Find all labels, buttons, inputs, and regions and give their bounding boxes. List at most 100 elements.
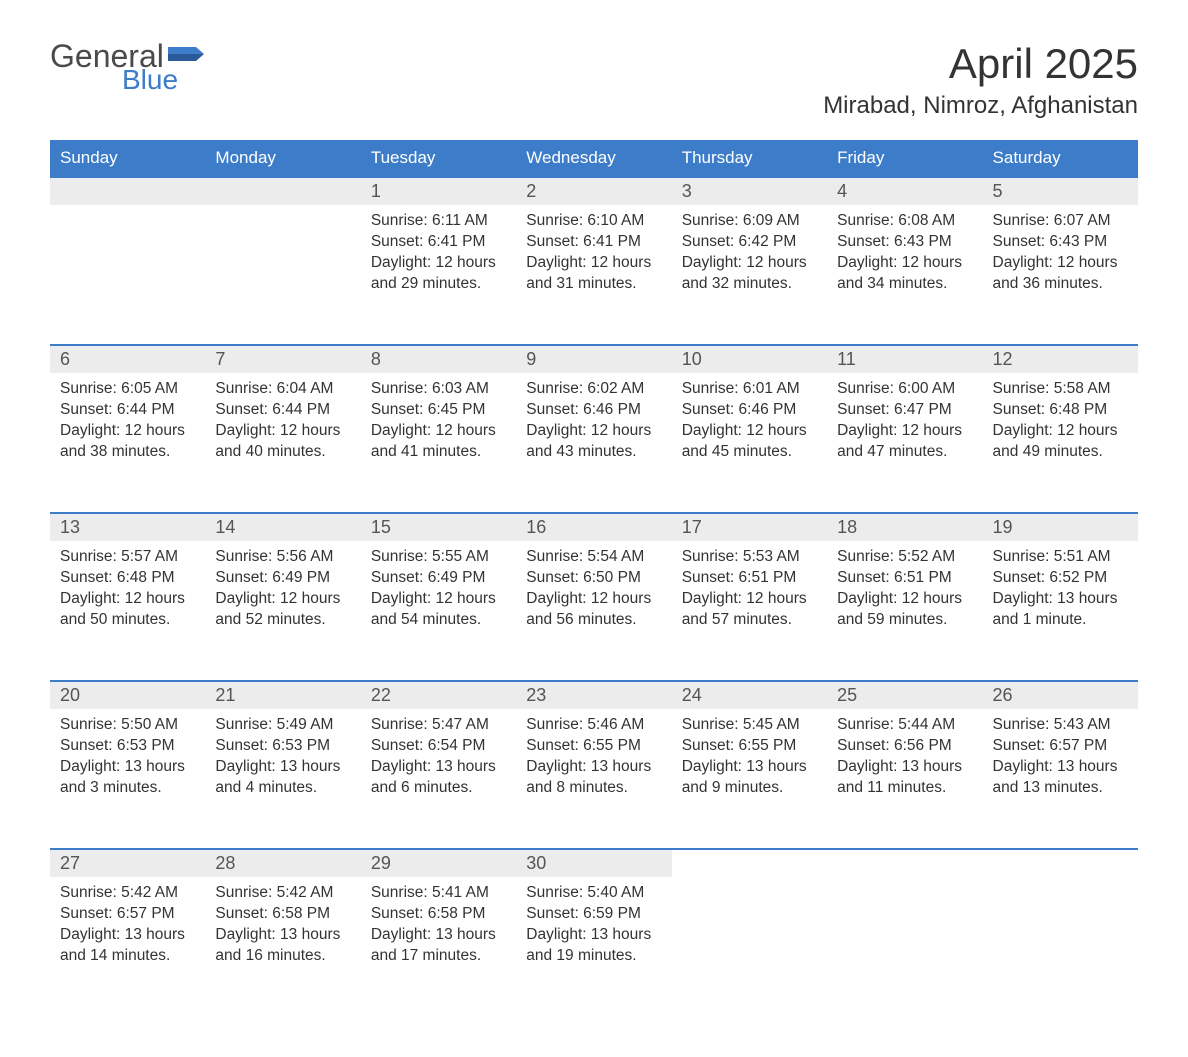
day-body-row: Sunrise: 5:50 AMSunset: 6:53 PMDaylight:… <box>50 709 1138 849</box>
sunset-line: Sunset: 6:43 PM <box>993 232 1128 253</box>
sunset-line: Sunset: 6:57 PM <box>60 904 195 925</box>
sunset-line: Sunset: 6:50 PM <box>526 568 661 589</box>
daylight-line: Daylight: 13 hours and 11 minutes. <box>837 757 972 799</box>
sunset-line: Sunset: 6:55 PM <box>526 736 661 757</box>
day-cell: Sunrise: 5:56 AMSunset: 6:49 PMDaylight:… <box>205 541 360 645</box>
day-cell: Sunrise: 6:02 AMSunset: 6:46 PMDaylight:… <box>516 373 671 477</box>
sunset-line: Sunset: 6:46 PM <box>526 400 661 421</box>
sunrise-line: Sunrise: 5:58 AM <box>993 379 1128 400</box>
sunrise-line: Sunrise: 5:55 AM <box>371 547 506 568</box>
sunrise-line: Sunrise: 5:54 AM <box>526 547 661 568</box>
header: General Blue April 2025 Mirabad, Nimroz,… <box>50 40 1138 120</box>
daylight-line: Daylight: 12 hours and 50 minutes. <box>60 589 195 631</box>
sunset-line: Sunset: 6:57 PM <box>993 736 1128 757</box>
sunset-line: Sunset: 6:53 PM <box>60 736 195 757</box>
sunrise-line: Sunrise: 6:00 AM <box>837 379 972 400</box>
day-number: 16 <box>516 514 671 541</box>
day-cell: Sunrise: 5:40 AMSunset: 6:59 PMDaylight:… <box>516 877 671 981</box>
sunset-line: Sunset: 6:54 PM <box>371 736 506 757</box>
daylight-line: Daylight: 12 hours and 31 minutes. <box>526 253 661 295</box>
sunrise-line: Sunrise: 5:49 AM <box>215 715 350 736</box>
sunset-line: Sunset: 6:49 PM <box>215 568 350 589</box>
day-cell <box>205 205 360 225</box>
daylight-line: Daylight: 13 hours and 19 minutes. <box>526 925 661 967</box>
sunset-line: Sunset: 6:55 PM <box>682 736 817 757</box>
daylight-line: Daylight: 13 hours and 17 minutes. <box>371 925 506 967</box>
day-cell: Sunrise: 6:01 AMSunset: 6:46 PMDaylight:… <box>672 373 827 477</box>
day-number: 10 <box>672 346 827 373</box>
day-number: 27 <box>50 850 205 877</box>
sunrise-line: Sunrise: 6:11 AM <box>371 211 506 232</box>
weekday-header: Wednesday <box>516 140 671 177</box>
day-number <box>50 178 205 205</box>
daylight-line: Daylight: 12 hours and 34 minutes. <box>837 253 972 295</box>
day-cell: Sunrise: 5:47 AMSunset: 6:54 PMDaylight:… <box>361 709 516 813</box>
day-number: 5 <box>983 178 1138 205</box>
sunset-line: Sunset: 6:51 PM <box>682 568 817 589</box>
day-number: 30 <box>516 850 671 877</box>
day-number-row: 12345 <box>50 177 1138 205</box>
daylight-line: Daylight: 12 hours and 52 minutes. <box>215 589 350 631</box>
day-number: 29 <box>361 850 516 877</box>
day-number: 22 <box>361 682 516 709</box>
day-number: 19 <box>983 514 1138 541</box>
sunrise-line: Sunrise: 6:09 AM <box>682 211 817 232</box>
day-cell: Sunrise: 5:44 AMSunset: 6:56 PMDaylight:… <box>827 709 982 813</box>
day-cell <box>983 877 1138 897</box>
location-subtitle: Mirabad, Nimroz, Afghanistan <box>823 92 1138 120</box>
day-number: 13 <box>50 514 205 541</box>
day-number: 1 <box>361 178 516 205</box>
day-cell: Sunrise: 5:53 AMSunset: 6:51 PMDaylight:… <box>672 541 827 645</box>
day-cell: Sunrise: 5:46 AMSunset: 6:55 PMDaylight:… <box>516 709 671 813</box>
sunrise-line: Sunrise: 6:04 AM <box>215 379 350 400</box>
day-number: 7 <box>205 346 360 373</box>
sunrise-line: Sunrise: 5:50 AM <box>60 715 195 736</box>
day-cell <box>50 205 205 225</box>
day-number <box>672 850 827 877</box>
day-cell <box>672 877 827 897</box>
day-number-row: 6789101112 <box>50 345 1138 373</box>
day-number <box>205 178 360 205</box>
sunrise-line: Sunrise: 6:02 AM <box>526 379 661 400</box>
day-number: 15 <box>361 514 516 541</box>
day-number: 25 <box>827 682 982 709</box>
sunset-line: Sunset: 6:58 PM <box>215 904 350 925</box>
daylight-line: Daylight: 12 hours and 57 minutes. <box>682 589 817 631</box>
daylight-line: Daylight: 13 hours and 1 minute. <box>993 589 1128 631</box>
day-number: 23 <box>516 682 671 709</box>
weekday-header: Saturday <box>983 140 1138 177</box>
day-cell: Sunrise: 6:00 AMSunset: 6:47 PMDaylight:… <box>827 373 982 477</box>
daylight-line: Daylight: 12 hours and 43 minutes. <box>526 421 661 463</box>
day-cell: Sunrise: 5:52 AMSunset: 6:51 PMDaylight:… <box>827 541 982 645</box>
day-number: 14 <box>205 514 360 541</box>
daylight-line: Daylight: 13 hours and 8 minutes. <box>526 757 661 799</box>
daylight-line: Daylight: 12 hours and 41 minutes. <box>371 421 506 463</box>
day-number-row: 27282930 <box>50 849 1138 877</box>
sunrise-line: Sunrise: 6:05 AM <box>60 379 195 400</box>
weekday-header: Monday <box>205 140 360 177</box>
day-cell: Sunrise: 5:42 AMSunset: 6:57 PMDaylight:… <box>50 877 205 981</box>
day-number: 8 <box>361 346 516 373</box>
sunrise-line: Sunrise: 6:08 AM <box>837 211 972 232</box>
daylight-line: Daylight: 13 hours and 13 minutes. <box>993 757 1128 799</box>
daylight-line: Daylight: 13 hours and 6 minutes. <box>371 757 506 799</box>
sunset-line: Sunset: 6:43 PM <box>837 232 972 253</box>
weekday-header: Tuesday <box>361 140 516 177</box>
sunset-line: Sunset: 6:48 PM <box>993 400 1128 421</box>
sunset-line: Sunset: 6:44 PM <box>215 400 350 421</box>
sunset-line: Sunset: 6:59 PM <box>526 904 661 925</box>
day-cell: Sunrise: 5:54 AMSunset: 6:50 PMDaylight:… <box>516 541 671 645</box>
title-block: April 2025 Mirabad, Nimroz, Afghanistan <box>823 40 1138 120</box>
day-cell: Sunrise: 5:41 AMSunset: 6:58 PMDaylight:… <box>361 877 516 981</box>
day-cell: Sunrise: 6:07 AMSunset: 6:43 PMDaylight:… <box>983 205 1138 309</box>
day-cell: Sunrise: 5:45 AMSunset: 6:55 PMDaylight:… <box>672 709 827 813</box>
sunrise-line: Sunrise: 6:10 AM <box>526 211 661 232</box>
day-number: 26 <box>983 682 1138 709</box>
logo: General Blue <box>50 40 204 94</box>
daylight-line: Daylight: 13 hours and 3 minutes. <box>60 757 195 799</box>
day-cell: Sunrise: 6:09 AMSunset: 6:42 PMDaylight:… <box>672 205 827 309</box>
day-cell: Sunrise: 6:04 AMSunset: 6:44 PMDaylight:… <box>205 373 360 477</box>
day-number-row: 13141516171819 <box>50 513 1138 541</box>
weekday-header: Sunday <box>50 140 205 177</box>
sunset-line: Sunset: 6:41 PM <box>371 232 506 253</box>
